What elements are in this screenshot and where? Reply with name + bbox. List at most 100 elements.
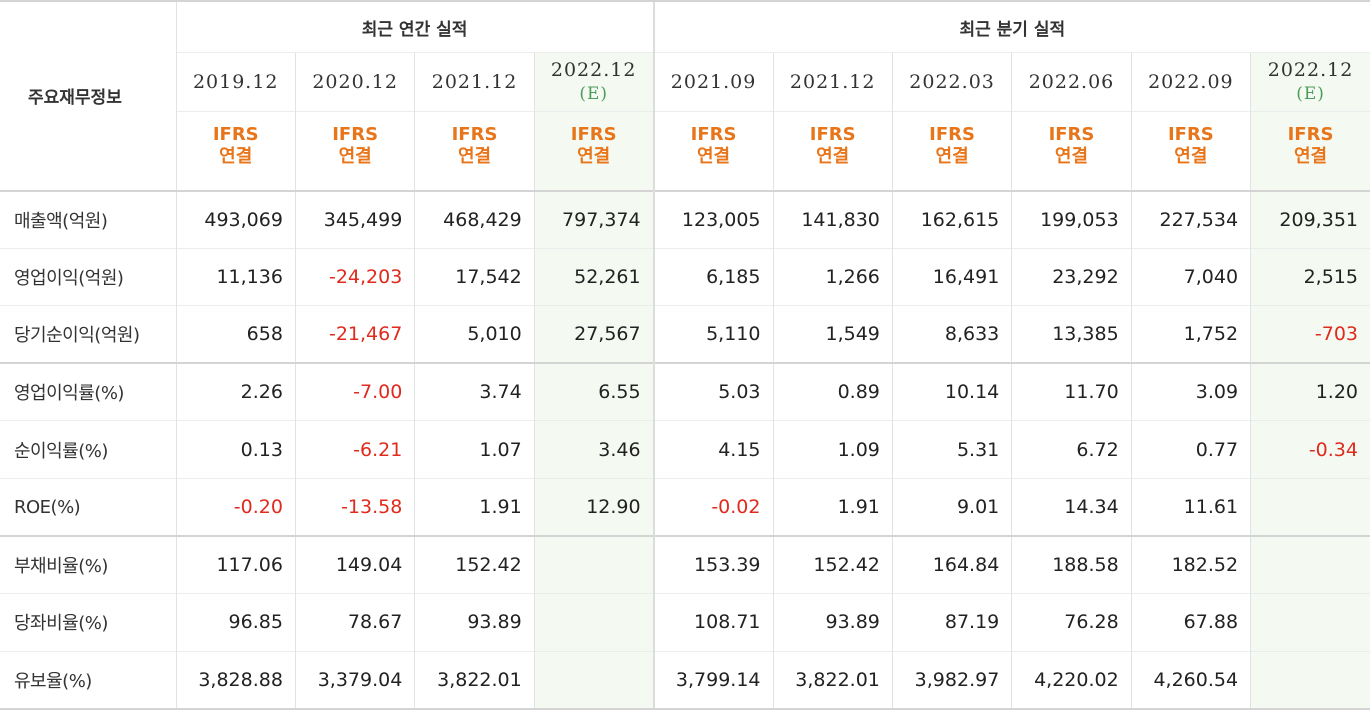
row-label: 영업이익률(%) [0,362,177,421]
table-row: 영업이익률(%) 2.26 -7.00 3.74 6.55 5.03 0.89 10.14 11… [0,362,1370,421]
consolidated-label: 연결 [457,146,492,167]
row-label: 당기순이익(억원) [0,305,177,364]
consolidated-label: 연결 [338,146,372,167]
value-cell: 3,822.01 [772,650,893,710]
table-row: 영업이익(억원) 11,136 -24,203 17,542 52,261 6,185 1,… [0,247,1370,306]
row-label: 매출액(억원) [0,189,177,249]
value-cell: 5.31 [891,420,1012,479]
label-column-header: 주요재무정보 [0,0,177,191]
value-cell: -6.21 [294,420,415,479]
value-cell: 3,822.01 [414,650,535,710]
ifrs-label: IFRS [809,124,856,145]
value-cell [1250,535,1370,594]
row-label: 부채비율(%) [0,535,177,594]
value-cell: 0.89 [772,362,893,421]
period-date: 2021.12 [789,71,876,93]
period-date: 2022.03 [909,71,995,93]
ifrs-label: IFRS [451,124,498,145]
value-cell: 141,830 [772,189,893,249]
ifrs-label: IFRS [332,124,379,145]
value-cell: 3,982.97 [891,650,1012,710]
value-cell: 1.91 [414,477,535,537]
accounting-standard: IFRS 연결 [772,111,893,191]
table-row: ROE(%) -0.20 -13.58 1.91 12.90 -0.02 1.91 9.01 1… [0,477,1370,537]
row-label: ROE(%) [0,477,177,537]
value-cell: 2,515 [1250,247,1370,306]
value-cell [533,650,654,710]
value-cell: 117.06 [175,535,296,594]
period-date: 2022.06 [1028,71,1115,93]
accounting-standard: IFRS 연결 [533,111,654,191]
value-cell: 345,499 [294,189,415,249]
value-cell [533,593,654,652]
value-cell: 1,549 [772,305,893,364]
value-cell: 67.88 [1130,593,1251,652]
value-cell: 78.67 [294,593,415,652]
value-cell: -13.58 [294,477,415,537]
ifrs-label: IFRS [570,124,617,145]
period-header: 2021.09 [652,52,773,112]
value-cell: 162,615 [891,189,1012,249]
value-cell: 4,220.02 [1011,650,1132,710]
ifrs-label: IFRS [690,124,737,145]
value-cell: 797,374 [533,189,654,249]
value-cell: -0.02 [652,477,773,537]
value-cell: -21,467 [294,305,415,364]
value-cell: 52,261 [533,247,654,306]
value-cell: 13,385 [1011,305,1132,364]
ifrs-label: IFRS [929,124,975,145]
estimate-marker: (E) [1296,84,1325,104]
row-label: 당좌비율(%) [0,593,177,652]
value-cell: 1,752 [1130,305,1251,364]
consolidated-label: 연결 [1293,146,1328,167]
accounting-standard: IFRS 연결 [175,111,296,191]
accounting-standard: IFRS 연결 [1011,111,1132,191]
value-cell: 3.46 [533,420,654,479]
value-cell: 1,266 [772,247,893,306]
period-header: 2020.12 [294,52,415,112]
value-cell: -703 [1250,305,1370,364]
consolidated-label: 연결 [1054,146,1089,167]
period-header: 2022.09 [1130,52,1251,112]
value-cell: 5.03 [652,362,773,421]
value-cell: 76.28 [1011,593,1132,652]
value-cell: 209,351 [1250,189,1370,249]
value-cell: 5,010 [414,305,535,364]
period-header: 2021.12 [772,52,893,112]
consolidated-label: 연결 [935,146,969,167]
period-date: 2022.09 [1148,71,1234,93]
value-cell: 108.71 [652,593,773,652]
value-cell: 7,040 [1130,247,1251,306]
value-cell [1250,477,1370,537]
period-date: 2020.12 [312,71,398,93]
value-cell: 6.72 [1011,420,1132,479]
value-cell: 493,069 [175,189,296,249]
value-cell: 152.42 [414,535,535,594]
value-cell: 11.70 [1011,362,1132,421]
consolidated-label: 연결 [816,146,850,167]
value-cell: 23,292 [1011,247,1132,306]
value-cell: 149.04 [294,535,415,594]
value-cell: -7.00 [294,362,415,421]
value-cell: 188.58 [1011,535,1132,594]
value-cell: 16,491 [891,247,1012,306]
value-cell: -24,203 [294,247,415,306]
value-cell: 199,053 [1011,189,1132,249]
value-cell: 227,534 [1130,189,1251,249]
period-header: 2022.06 [1011,52,1132,112]
value-cell: 6,185 [652,247,773,306]
value-cell: 96.85 [175,593,296,652]
ifrs-label: IFRS [212,124,259,145]
value-cell: 1.09 [772,420,893,479]
value-cell: 3,379.04 [294,650,415,710]
ifrs-label: IFRS [1287,124,1334,145]
value-cell: 93.89 [414,593,535,652]
accounting-standard: IFRS 연결 [891,111,1012,191]
accounting-standard: IFRS 연결 [414,111,535,191]
value-cell: 152.42 [772,535,893,594]
value-cell: 6.55 [533,362,654,421]
value-cell: -0.20 [175,477,296,537]
row-label: 순이익률(%) [0,420,177,479]
period-date: 2022.12 [1267,59,1354,81]
